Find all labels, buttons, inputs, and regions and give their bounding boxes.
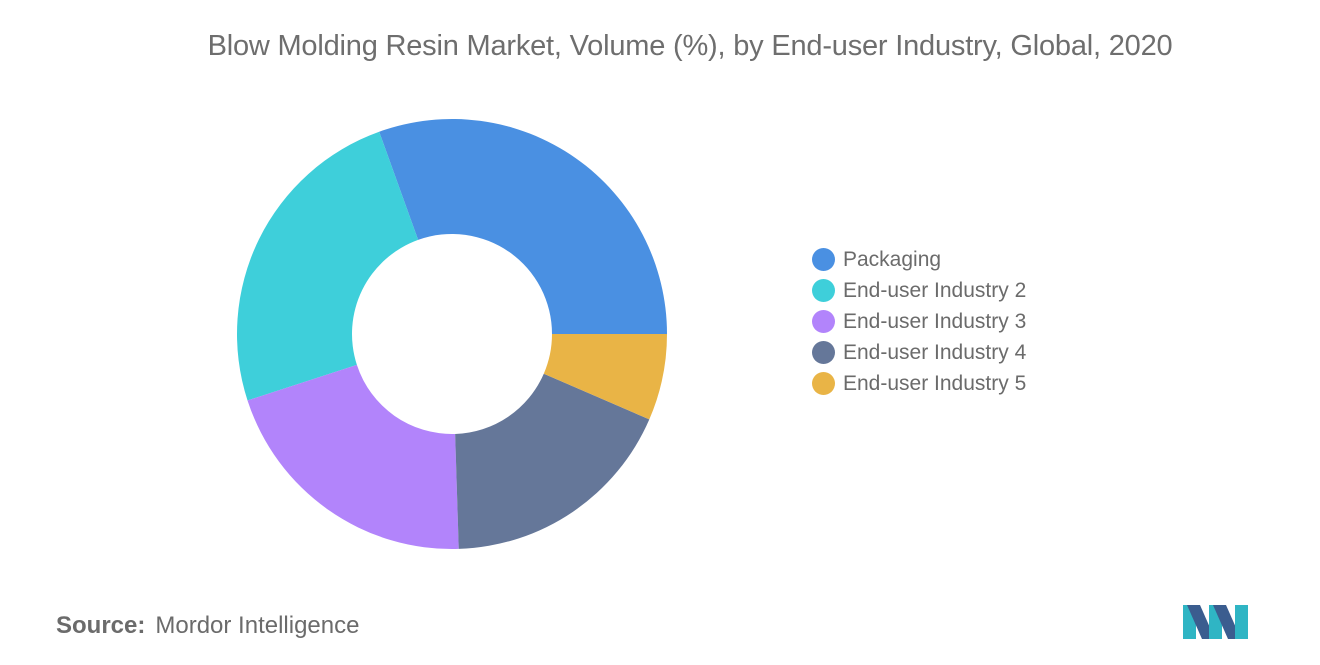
legend-item-3: End-user Industry 3 bbox=[812, 306, 1026, 337]
donut-slice-3 bbox=[247, 364, 459, 549]
legend-swatch bbox=[812, 248, 835, 271]
legend-label: End-user Industry 2 bbox=[843, 278, 1027, 302]
legend-item-4: End-user Industry 4 bbox=[812, 337, 1026, 368]
legend-label: Packaging bbox=[843, 247, 942, 271]
legend-swatch bbox=[812, 279, 835, 302]
donut-slice-2 bbox=[236, 131, 419, 401]
donut-slice-1 bbox=[379, 118, 667, 334]
source-note: Source: Mordor Intelligence bbox=[56, 612, 359, 640]
legend-swatch bbox=[812, 341, 835, 364]
legend-item-1: Packaging bbox=[812, 244, 1026, 275]
legend-label: End-user Industry 5 bbox=[843, 371, 1027, 395]
legend-item-5: End-user Industry 5 bbox=[812, 368, 1026, 399]
legend-item-2: End-user Industry 2 bbox=[812, 275, 1026, 306]
legend-swatch bbox=[812, 372, 835, 395]
legend-label: End-user Industry 4 bbox=[843, 340, 1027, 364]
mordor-intelligence-logo-icon bbox=[1183, 605, 1248, 639]
donut-slice-5 bbox=[543, 334, 667, 420]
donut-slice-4 bbox=[455, 373, 650, 549]
chart-legend: Packaging End-user Industry 2 End-user Ind… bbox=[812, 244, 1026, 399]
legend-label: End-user Industry 3 bbox=[843, 309, 1027, 333]
source-value: Mordor Intelligence bbox=[155, 612, 360, 639]
chart-title: Blow Molding Resin Market, Volume (%), b… bbox=[207, 30, 1173, 62]
legend-swatch bbox=[812, 310, 835, 333]
source-label: Source: bbox=[56, 612, 146, 639]
